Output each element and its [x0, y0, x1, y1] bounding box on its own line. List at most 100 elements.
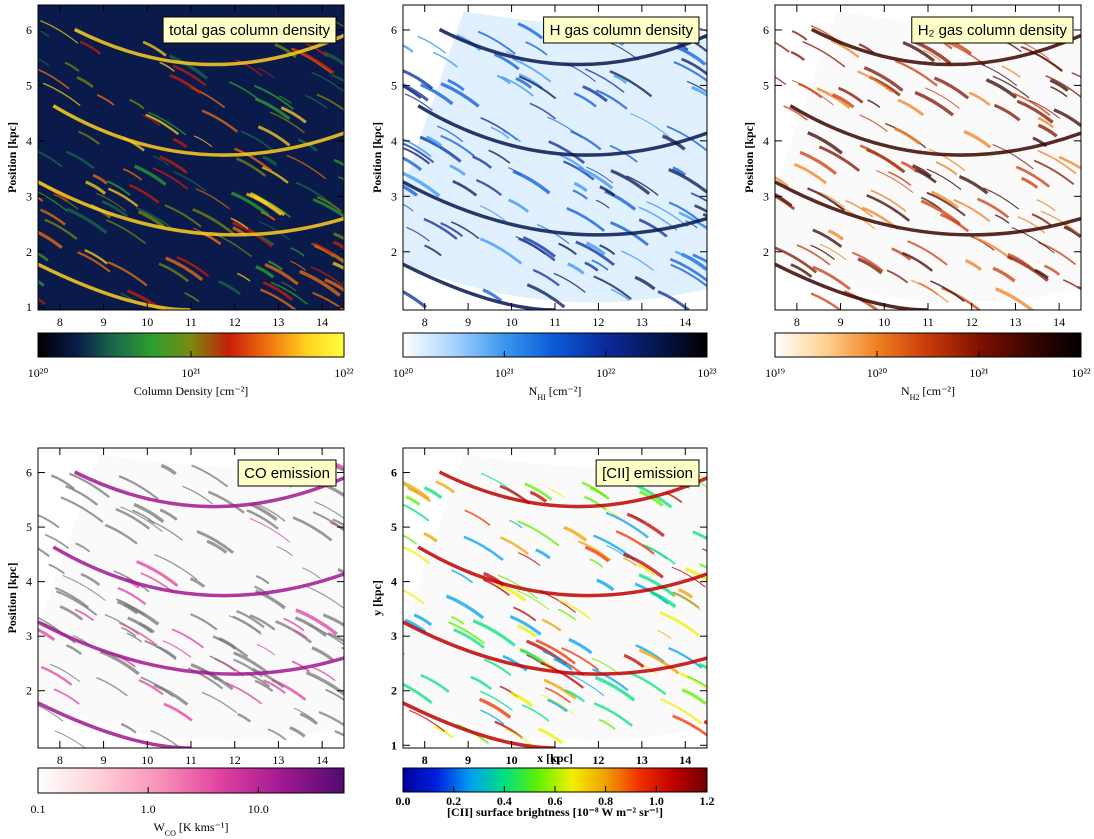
filament [59, 605, 84, 621]
panel-title: CO emission [244, 465, 330, 482]
filament [38, 704, 64, 722]
filament [182, 485, 214, 505]
filament [570, 130, 602, 151]
filament [464, 509, 491, 526]
filament [985, 78, 1018, 99]
filament [38, 68, 70, 90]
filament [518, 237, 556, 262]
filament [566, 207, 606, 232]
filament [488, 149, 511, 164]
filament [547, 698, 569, 713]
filament [672, 714, 707, 737]
x-tick-label: 11 [549, 753, 560, 767]
filament [775, 175, 789, 188]
filament [436, 125, 464, 143]
filament [120, 626, 137, 637]
filament [38, 150, 63, 168]
filament [553, 272, 586, 293]
colorbar-tick-label: 1.0 [649, 794, 664, 808]
filament [717, 243, 735, 254]
filament [293, 47, 335, 75]
filament [692, 253, 707, 264]
filament [1083, 262, 1094, 285]
filament [152, 167, 189, 190]
filament [541, 694, 575, 716]
filament [558, 242, 577, 256]
filament [254, 589, 286, 610]
spiral-arm [73, 470, 344, 509]
filament [517, 552, 541, 567]
filament [816, 87, 851, 110]
filament [38, 297, 46, 305]
y-tick-label: 6 [26, 23, 32, 37]
filament [189, 577, 206, 588]
filament [799, 150, 837, 175]
filament [596, 578, 615, 592]
filament [1062, 279, 1081, 291]
filament [154, 554, 198, 581]
filament [702, 213, 707, 218]
colorbar-label: NH2 [cm⁻²] [901, 384, 955, 402]
x-tick-label: 9 [101, 753, 107, 767]
filament [599, 185, 616, 197]
colorbar-tick-label: 0.8 [598, 794, 613, 808]
colorbar-tick-label: 10²⁰ [867, 366, 888, 380]
filament [515, 77, 533, 89]
filament [118, 475, 159, 500]
x-tick-label: 10 [878, 315, 890, 329]
filament [502, 130, 522, 143]
panel-title: [CII] emission [602, 465, 693, 482]
filament [933, 76, 970, 100]
x-tick-label: 8 [57, 753, 63, 767]
filament [535, 548, 551, 560]
filament [171, 628, 205, 649]
map-image [775, 5, 1094, 310]
colorbar-label-part: H2 [910, 393, 920, 402]
filament [472, 619, 516, 647]
filament [637, 564, 655, 576]
filament [622, 552, 664, 579]
filament [240, 130, 274, 151]
filament [407, 486, 432, 503]
filament [405, 495, 421, 506]
panel-title: H gas column density [550, 22, 694, 39]
filament [65, 644, 82, 655]
filament [232, 220, 274, 248]
filament [38, 547, 50, 558]
filament [123, 602, 160, 626]
y-axis-label: Position [kpc] [742, 122, 756, 193]
filament [292, 516, 333, 542]
title-box [162, 16, 337, 44]
filament [423, 532, 438, 543]
x-tick-label: 8 [57, 315, 63, 329]
filament [897, 98, 925, 117]
filament [812, 228, 843, 248]
filament [228, 615, 262, 636]
x-tick-label: 11 [185, 315, 197, 329]
spiral-arm [417, 545, 707, 598]
filament [992, 143, 1034, 170]
y-tick-label: 2 [763, 245, 769, 259]
x-tick-label: 9 [465, 315, 471, 329]
filament [926, 168, 962, 190]
filament [233, 651, 269, 674]
filament [55, 587, 89, 609]
filament [206, 539, 228, 554]
filament [584, 261, 599, 272]
filament [40, 20, 79, 44]
filament [499, 536, 530, 556]
filament [992, 266, 1016, 283]
filament [137, 209, 165, 228]
filament [127, 289, 165, 310]
filament [291, 660, 311, 673]
x-tick-label: 14 [316, 315, 328, 329]
map-region [38, 454, 344, 741]
filament [406, 226, 430, 242]
filament [269, 111, 305, 134]
filament [659, 697, 703, 725]
filament [775, 246, 818, 274]
y-axis-label: Position [kpc] [370, 122, 384, 193]
filament [819, 243, 847, 261]
filament [1082, 120, 1094, 131]
filament [38, 58, 51, 67]
